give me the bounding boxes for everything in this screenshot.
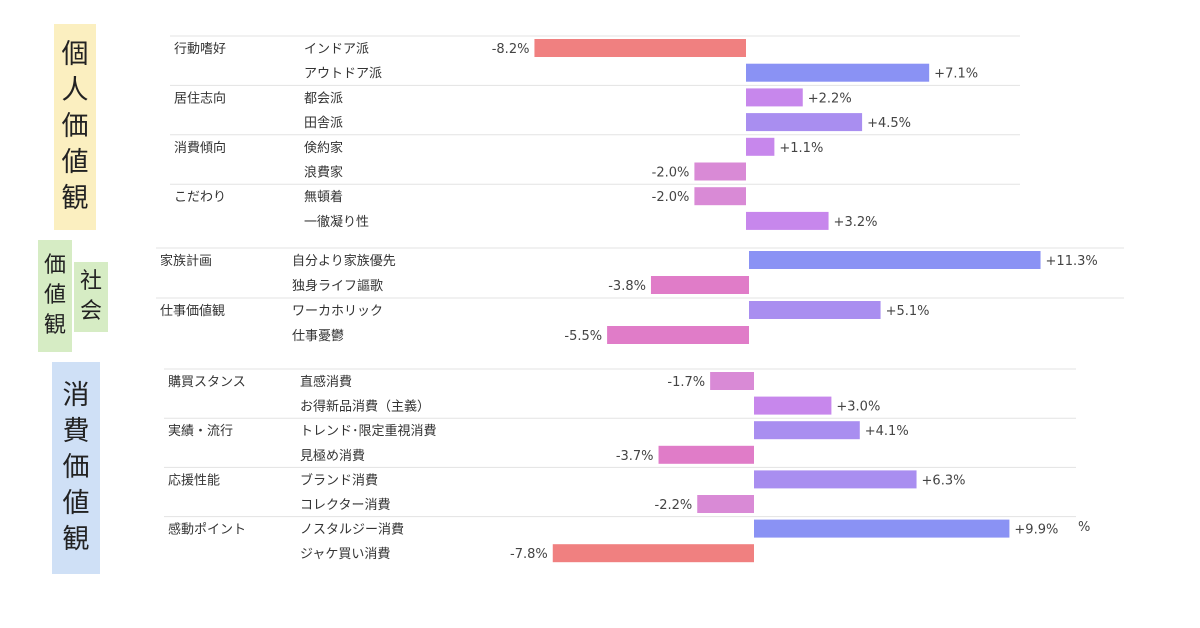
value-label: +6.3% (922, 473, 966, 488)
value-label: -3.7% (616, 449, 654, 464)
group-label: 家族計画 (160, 253, 212, 269)
section-char: 価 (62, 452, 90, 483)
section-char: 個 (61, 39, 89, 70)
value-label: +4.1% (865, 424, 909, 439)
item-label: 浪費家 (304, 165, 343, 181)
item-label: 見極め消費 (300, 448, 365, 464)
section-label-social-left: 価 値 観 (38, 240, 72, 352)
value-label: +9.9% (1014, 523, 1058, 538)
value-label: +2.2% (808, 91, 852, 106)
unit-label: % (1078, 520, 1091, 535)
value-label: +5.1% (886, 304, 930, 319)
item-label: インドア派 (304, 42, 369, 57)
section-char: 会 (79, 299, 102, 324)
section-char: 値 (62, 488, 90, 519)
item-label: 直感消費 (300, 374, 352, 390)
value-label: -2.0% (652, 166, 690, 181)
item-label: お得新品消費（主義） (300, 399, 430, 415)
section-char: 観 (43, 313, 66, 338)
value-label: -7.8% (510, 547, 548, 562)
group-label: 感動ポイント (168, 522, 246, 538)
bar (749, 251, 1041, 269)
value-label: -8.2% (492, 42, 530, 57)
bar (754, 470, 917, 489)
item-label: 一徹凝り性 (304, 214, 369, 230)
item-label: 倹約家 (304, 140, 343, 156)
item-label: 無頓着 (304, 189, 343, 205)
value-label: +7.1% (934, 67, 978, 82)
bar (746, 137, 775, 156)
value-label: +3.2% (834, 215, 878, 230)
value-label: -1.7% (667, 375, 705, 390)
group-label: 応援性能 (168, 473, 220, 488)
bar (658, 445, 754, 464)
section-char: 費 (62, 416, 90, 447)
section-char: 人 (61, 75, 89, 106)
bar (746, 113, 863, 132)
bar (534, 39, 746, 57)
item-label: ワーカホリック (292, 304, 383, 319)
bar (607, 326, 749, 344)
item-label: 独身ライフ謳歌 (292, 278, 383, 294)
bar (710, 372, 754, 390)
group-label: 行動嗜好 (174, 42, 226, 57)
value-label: +1.1% (779, 141, 823, 156)
value-label: +3.0% (836, 400, 880, 415)
section-char: 社 (79, 269, 102, 294)
bar (754, 396, 832, 415)
item-label: トレンド･限定重視消費 (300, 423, 437, 439)
item-label: アウトドア派 (304, 67, 382, 82)
bar (552, 544, 754, 563)
bar (694, 187, 746, 206)
bar (650, 276, 749, 294)
bar (746, 211, 829, 230)
value-label: +11.3% (1046, 254, 1098, 269)
group-label: 購買スタンス (168, 375, 246, 390)
item-label: ジャケ買い消費 (300, 547, 390, 562)
bar (749, 301, 881, 319)
value-label: -5.5% (564, 329, 602, 344)
bar (694, 162, 746, 181)
item-label: ノスタルジー消費 (300, 523, 404, 538)
item-label: 仕事憂鬱 (292, 329, 344, 344)
group-label: 実績・流行 (168, 423, 233, 439)
item-label: コレクター消費 (300, 498, 390, 513)
section-char: 消 (62, 380, 90, 411)
bar (746, 88, 803, 107)
section-char: 価 (43, 253, 66, 278)
section-char: 値 (43, 283, 66, 308)
group-label: 消費傾向 (174, 140, 226, 156)
bar (746, 63, 930, 82)
section-label-personal: 個 人 価 値 観 (54, 24, 96, 230)
section-label-social: 価 値 観 社 会 (38, 240, 110, 352)
bar (754, 421, 860, 440)
section-char: 値 (61, 147, 89, 178)
group-label: 居住志向 (174, 90, 226, 106)
value-label: -3.8% (608, 279, 646, 294)
bar (754, 519, 1010, 538)
item-label: 田舎派 (304, 116, 343, 131)
item-label: 自分より家族優先 (292, 253, 396, 269)
group-label: こだわり (174, 190, 226, 205)
value-label: -2.2% (655, 498, 693, 513)
value-label: -2.0% (652, 190, 690, 205)
item-label: ブランド消費 (300, 472, 378, 488)
section-char: 観 (61, 183, 89, 214)
bar (697, 495, 754, 513)
section-label-consumer: 消 費 価 値 観 (52, 362, 100, 574)
value-label: +4.5% (867, 116, 911, 131)
group-label: 仕事価値観 (160, 303, 225, 319)
section-label-social-right: 社 会 (74, 262, 108, 332)
section-char: 観 (62, 524, 90, 555)
section-char: 価 (61, 111, 89, 142)
item-label: 都会派 (304, 91, 343, 106)
